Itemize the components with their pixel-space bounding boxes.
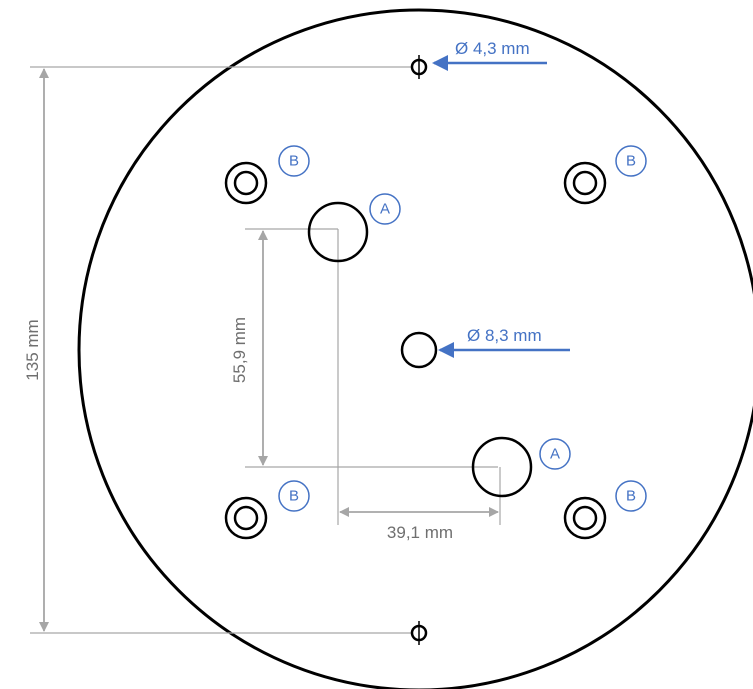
extension-lines <box>30 66 501 634</box>
hole-a-lower <box>471 436 533 498</box>
badge-a-lower: A <box>539 438 571 470</box>
badge-b-top-right: B <box>615 145 647 177</box>
badge-b-bottom-left: B <box>278 480 310 512</box>
svg-text:B: B <box>289 488 299 505</box>
badge-b-top-left: B <box>278 145 310 177</box>
callout-label-small-hole: Ø 4,3 mm <box>455 39 530 58</box>
dimension-label-39-1: 39,1 mm <box>387 523 453 542</box>
dimension-label-55-9: 55,9 mm <box>230 317 249 383</box>
dimension-lines <box>39 68 499 632</box>
svg-text:A: A <box>380 201 390 218</box>
hole-b-bottom-left <box>224 496 268 540</box>
hole-b-top-left <box>224 161 268 205</box>
badge-a-upper: A <box>369 193 401 225</box>
hole-b-bottom-right <box>563 496 607 540</box>
hole-a-upper <box>307 201 369 263</box>
small-hole-top <box>410 55 428 79</box>
small-hole-bottom <box>410 621 428 645</box>
plate-outline <box>77 8 753 689</box>
dimension-label-135: 135 mm <box>23 319 42 380</box>
svg-text:A: A <box>550 446 560 463</box>
center-hole <box>400 331 438 369</box>
svg-text:B: B <box>626 153 636 170</box>
svg-text:B: B <box>626 488 636 505</box>
svg-text:B: B <box>289 153 299 170</box>
callout-label-center-hole: Ø 8,3 mm <box>467 326 542 345</box>
badge-b-bottom-right: B <box>615 480 647 512</box>
hole-b-top-right <box>563 161 607 205</box>
